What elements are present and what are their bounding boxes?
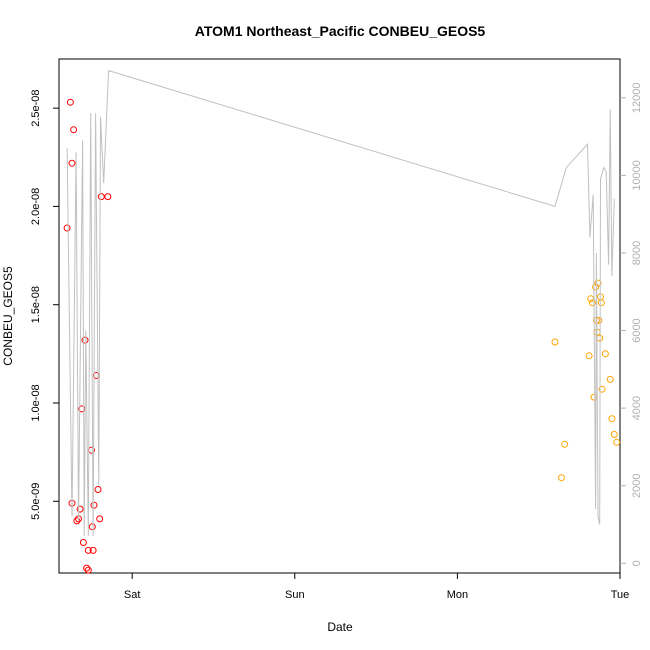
series-0-point-7 [76, 505, 84, 513]
series-0-point-16 [89, 546, 97, 554]
series-1-point-14 [597, 299, 605, 307]
series-0-point-10 [81, 336, 89, 344]
series-1-point-1 [558, 474, 565, 482]
y-axis-label: CONBEU_GEOS5 [1, 266, 15, 366]
plot-frame [58, 58, 621, 574]
y-tick-label-2: 1.5e-08 [30, 286, 42, 323]
series-1-point-10 [594, 279, 602, 287]
series-0-point-17 [90, 501, 98, 509]
axis-layer: Sat Sun Mon Tue 5.0e-09 1.0e-08 1.5e-08 2.0e-08… [30, 82, 643, 601]
y2-tick-label-3: 6000 [631, 318, 643, 342]
x-tick-label-3: Tue [611, 589, 630, 601]
series-1-point-20 [613, 438, 621, 446]
series-1-point-5 [588, 299, 596, 307]
series-0-point-13 [84, 546, 92, 554]
series-0-point-15 [88, 523, 96, 531]
y2-tick-label-6: 12000 [631, 82, 643, 113]
series-0-point-11 [83, 564, 91, 572]
series-0-point-21 [97, 193, 105, 201]
y2-tick-label-2: 4000 [631, 396, 643, 420]
series-1-point-15 [598, 385, 606, 393]
y2-tick-label-5: 10000 [631, 160, 643, 191]
series-1-point-4 [587, 295, 595, 303]
series-1-point-16 [601, 350, 609, 358]
series-0-point-2 [68, 159, 76, 167]
series-1-point-18 [608, 415, 616, 423]
y-tick-label-4: 2.5e-08 [30, 89, 42, 126]
x-tick-label-2: Mon [447, 589, 468, 601]
y-tick-label-1: 1.0e-08 [30, 384, 42, 421]
series-2-line [66, 69, 615, 537]
y2-tick-label-4: 8000 [631, 241, 643, 265]
series-0-point-0 [63, 224, 71, 232]
chart-title: ATOM1 Northeast_Pacific CONBEU_GEOS5 [195, 23, 486, 39]
series-0-point-5 [73, 517, 81, 525]
series-0-point-3 [70, 126, 78, 134]
series-0-point-20 [96, 515, 104, 523]
x-axis-label: Date [327, 620, 353, 634]
y2-tick-label-1: 2000 [631, 473, 643, 497]
series-1-point-17 [606, 375, 614, 383]
series-0-point-19 [94, 486, 102, 493]
series-1-point-3 [585, 352, 593, 360]
series-1-point-19 [610, 430, 618, 438]
series-0-point-12 [84, 566, 92, 574]
plot-layer [63, 69, 621, 574]
series-0-point-1 [66, 98, 74, 106]
y-tick-label-3: 2.0e-08 [30, 188, 42, 225]
series-0-point-22 [104, 193, 112, 201]
series-0-point-9 [79, 539, 87, 546]
series-1-point-2 [561, 440, 569, 448]
series-1-point-0 [551, 338, 559, 346]
x-tick-label-0: Sat [124, 589, 141, 601]
y-tick-label-0: 5.0e-09 [30, 483, 42, 520]
y2-tick-label-0: 0 [631, 560, 643, 566]
x-tick-label-1: Sun [285, 589, 305, 601]
